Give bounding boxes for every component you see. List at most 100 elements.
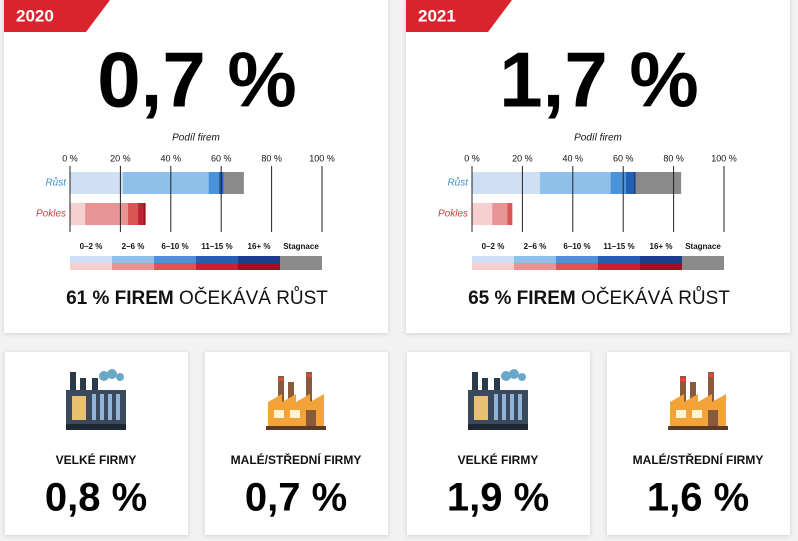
card-value: 1,9 % (447, 476, 549, 520)
legend-swatch (70, 263, 112, 270)
card (205, 352, 388, 535)
panel (406, 0, 790, 333)
bar-segment (85, 203, 128, 225)
card-label: MALÉ/STŘEDNÍ FIRMY (633, 452, 764, 467)
legend-label: Stagnace (283, 242, 319, 251)
content: 2020 0,7 % 61 % FIREM OČEKÁVÁ RŮST Podíl fi… (4, 0, 790, 535)
legend-swatch (238, 263, 280, 270)
legend-swatch (112, 263, 154, 270)
summary-rest: OČEKÁVÁ RŮST (179, 287, 328, 309)
x-tick-label: 0 % (62, 153, 78, 163)
year-ribbon (406, 0, 512, 32)
legend-label: Stagnace (685, 242, 721, 251)
legend-label: 0–2 % (482, 242, 505, 251)
legend-swatch (514, 263, 556, 270)
year: 2021 (418, 6, 456, 25)
panel (4, 0, 388, 333)
category-label: Pokles (36, 209, 66, 220)
legend-label: 16+ % (248, 242, 271, 251)
card (607, 352, 790, 535)
x-tick-label: 20 % (110, 153, 131, 163)
legend-swatch (640, 263, 682, 270)
bar-segment (127, 203, 139, 225)
bar-segment (208, 172, 219, 194)
bar-segment (507, 203, 513, 225)
legend-swatch (682, 256, 724, 263)
legend-label: 16+ % (650, 242, 673, 251)
category-label: Růst (447, 177, 469, 189)
headline: 1,7 % (499, 36, 698, 124)
summary-bold: 65 % FIREM (468, 288, 576, 309)
x-tick-label: 60 % (613, 153, 634, 163)
legend-swatch (112, 256, 154, 263)
legend-swatch (154, 263, 196, 270)
bar-segment (633, 172, 636, 194)
summary: 65 % FIREM OČEKÁVÁ RŮST (468, 287, 730, 309)
legend-swatch (280, 263, 322, 270)
year-ribbon (4, 0, 110, 32)
summary: 61 % FIREM OČEKÁVÁ RŮST (66, 287, 328, 309)
legend-label: 2–6 % (122, 242, 145, 251)
legend-swatch (514, 256, 556, 263)
legend-swatch (598, 263, 640, 270)
bar-segment (540, 172, 611, 194)
legend-swatch (70, 256, 112, 263)
bar-segment (492, 203, 508, 225)
x-tick-label: 100 % (711, 153, 737, 163)
legend-label: 6–10 % (563, 242, 590, 251)
x-axis-label: Podíl firem (574, 133, 622, 144)
legend-swatch (154, 256, 196, 263)
legend-swatch (640, 256, 682, 263)
x-tick-label: 40 % (161, 153, 182, 163)
legend-swatch (556, 256, 598, 263)
category-label: Růst (45, 177, 67, 189)
bar-segment (625, 172, 634, 194)
card-value: 1,6 % (647, 476, 749, 520)
card-value: 0,8 % (45, 476, 147, 520)
card-label: VELKÉ FIRMY (56, 452, 137, 467)
x-axis-label: Podíl firem (172, 133, 220, 144)
legend-swatch (280, 256, 322, 263)
legend-label: 2–6 % (524, 242, 547, 251)
legend-label: 11–15 % (603, 242, 634, 251)
factory-icon (468, 369, 528, 430)
legend-swatch (472, 256, 514, 263)
x-tick-label: 0 % (464, 153, 480, 163)
bar-segment (610, 172, 626, 194)
bar-segment (70, 172, 123, 194)
legend-label: 11–15 % (201, 242, 232, 251)
legend-swatch (238, 256, 280, 263)
x-tick-label: 20 % (512, 153, 533, 163)
bar-segment (635, 172, 682, 194)
summary-bold: 61 % FIREM (66, 288, 174, 309)
headline: 0,7 % (97, 36, 296, 124)
legend-swatch (682, 263, 724, 270)
bar-segment (138, 203, 144, 225)
bar-segment (223, 172, 244, 194)
legend-swatch (196, 256, 238, 263)
x-tick-label: 100 % (309, 153, 335, 163)
x-tick-label: 60 % (211, 153, 232, 163)
year: 2020 (16, 6, 54, 25)
card-label: MALÉ/STŘEDNÍ FIRMY (231, 452, 362, 467)
legend-swatch (196, 263, 238, 270)
legend-label: 6–10 % (161, 242, 188, 251)
bar-segment (143, 203, 146, 225)
legend-swatch (598, 256, 640, 263)
x-tick-label: 80 % (261, 153, 282, 163)
bar-segment (122, 172, 209, 194)
x-tick-label: 80 % (663, 153, 684, 163)
legend-swatch (472, 263, 514, 270)
bar-segment (472, 172, 541, 194)
category-label: Pokles (438, 209, 468, 220)
summary-rest: OČEKÁVÁ RŮST (581, 287, 730, 309)
bar-segment (472, 203, 493, 225)
x-tick-label: 40 % (563, 153, 584, 163)
factory-icon (66, 369, 126, 430)
card-value: 0,7 % (245, 476, 347, 520)
legend-label: 0–2 % (80, 242, 103, 251)
legend-swatch (556, 263, 598, 270)
card-label: VELKÉ FIRMY (458, 452, 539, 467)
bar-segment (70, 203, 86, 225)
